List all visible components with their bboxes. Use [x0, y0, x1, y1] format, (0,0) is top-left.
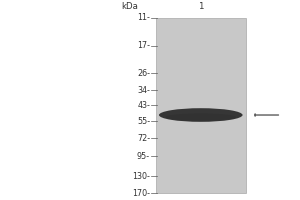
Text: 26-: 26-	[137, 69, 150, 78]
Text: 170-: 170-	[132, 189, 150, 198]
Text: 95-: 95-	[137, 152, 150, 161]
Text: kDa: kDa	[121, 2, 138, 11]
Ellipse shape	[165, 113, 236, 121]
Text: 55-: 55-	[137, 117, 150, 126]
FancyBboxPatch shape	[156, 18, 246, 193]
Text: 72-: 72-	[137, 134, 150, 143]
Text: 1: 1	[198, 2, 203, 11]
Ellipse shape	[159, 108, 243, 122]
Text: 130-: 130-	[132, 172, 150, 181]
Text: 43-: 43-	[137, 101, 150, 110]
Text: 17-: 17-	[137, 41, 150, 50]
Text: 34-: 34-	[137, 86, 150, 95]
Text: 11-: 11-	[137, 13, 150, 22]
